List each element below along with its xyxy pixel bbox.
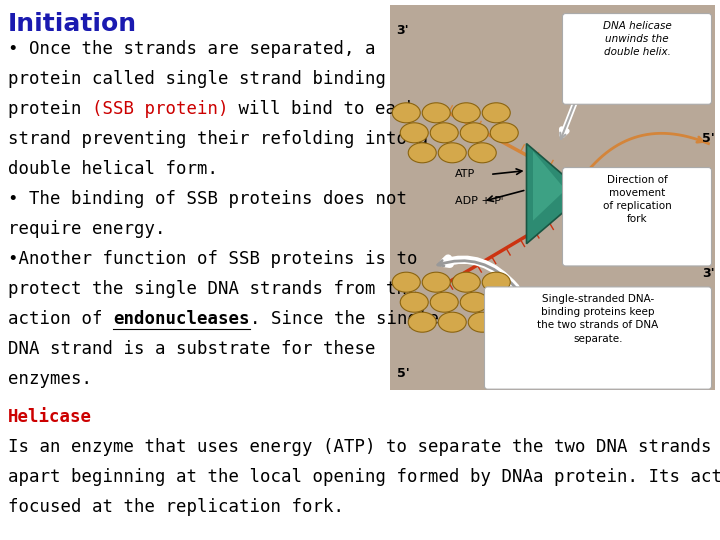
Text: DNA helicase
unwinds the
double helix.: DNA helicase unwinds the double helix. xyxy=(603,21,671,57)
Text: • Once the strands are separated, a: • Once the strands are separated, a xyxy=(8,40,376,58)
Text: ATP: ATP xyxy=(455,170,475,179)
Ellipse shape xyxy=(431,292,458,312)
Text: endonucleases: endonucleases xyxy=(113,310,250,328)
Ellipse shape xyxy=(392,103,420,123)
Text: 3': 3' xyxy=(702,267,715,280)
Text: . Since the single: . Since the single xyxy=(250,310,438,328)
Ellipse shape xyxy=(482,103,510,123)
Text: •Another function of SSB proteins is to: •Another function of SSB proteins is to xyxy=(8,250,418,268)
Text: 3': 3' xyxy=(397,24,409,37)
Text: protect the single DNA strands from the: protect the single DNA strands from the xyxy=(8,280,418,298)
Polygon shape xyxy=(533,151,565,221)
Ellipse shape xyxy=(452,103,480,123)
Text: Direction of
movement
of replication
fork: Direction of movement of replication for… xyxy=(603,174,671,224)
Bar xyxy=(390,5,715,390)
Ellipse shape xyxy=(431,123,458,143)
Text: strand preventing their refolding into a: strand preventing their refolding into a xyxy=(8,130,428,148)
Text: will bind to each: will bind to each xyxy=(228,100,418,118)
Text: Single-stranded DNA-
binding proteins keep
the two strands of DNA
separate.: Single-stranded DNA- binding proteins ke… xyxy=(537,294,659,343)
Ellipse shape xyxy=(468,312,496,332)
Ellipse shape xyxy=(460,123,488,143)
Ellipse shape xyxy=(400,123,428,143)
Ellipse shape xyxy=(408,312,436,332)
Ellipse shape xyxy=(438,143,467,163)
Ellipse shape xyxy=(482,272,510,292)
Ellipse shape xyxy=(408,143,436,163)
Text: enzymes.: enzymes. xyxy=(8,370,92,388)
Ellipse shape xyxy=(422,272,450,292)
Ellipse shape xyxy=(490,123,518,143)
Text: protein called single strand binding: protein called single strand binding xyxy=(8,70,386,88)
Text: ADP + Pᴵ: ADP + Pᴵ xyxy=(455,197,503,206)
Text: action of: action of xyxy=(8,310,113,328)
Ellipse shape xyxy=(460,292,488,312)
Text: 5': 5' xyxy=(397,367,409,380)
Text: Is an enzyme that uses energy (ATP) to separate the two DNA strands: Is an enzyme that uses energy (ATP) to s… xyxy=(8,438,711,456)
Text: double helical form.: double helical form. xyxy=(8,160,218,178)
Text: Helicase: Helicase xyxy=(8,408,92,426)
Ellipse shape xyxy=(468,143,496,163)
Ellipse shape xyxy=(490,292,518,312)
FancyBboxPatch shape xyxy=(562,167,711,266)
Ellipse shape xyxy=(452,272,480,292)
Ellipse shape xyxy=(392,272,420,292)
Text: focused at the replication fork.: focused at the replication fork. xyxy=(8,498,344,516)
Text: apart beginning at the local opening formed by DNAa protein. Its action is: apart beginning at the local opening for… xyxy=(8,468,720,486)
Text: (SSB protein): (SSB protein) xyxy=(92,100,228,118)
Text: DNA strand is a substrate for these: DNA strand is a substrate for these xyxy=(8,340,376,358)
Text: • The binding of SSB proteins does not: • The binding of SSB proteins does not xyxy=(8,190,407,208)
Text: require energy.: require energy. xyxy=(8,220,166,238)
Ellipse shape xyxy=(422,103,450,123)
FancyBboxPatch shape xyxy=(562,14,711,104)
Text: protein: protein xyxy=(8,100,92,118)
FancyBboxPatch shape xyxy=(485,287,711,389)
Text: Initiation: Initiation xyxy=(8,12,137,36)
Polygon shape xyxy=(526,144,585,244)
Ellipse shape xyxy=(400,292,428,312)
Text: 5': 5' xyxy=(702,132,715,145)
Ellipse shape xyxy=(438,312,467,332)
